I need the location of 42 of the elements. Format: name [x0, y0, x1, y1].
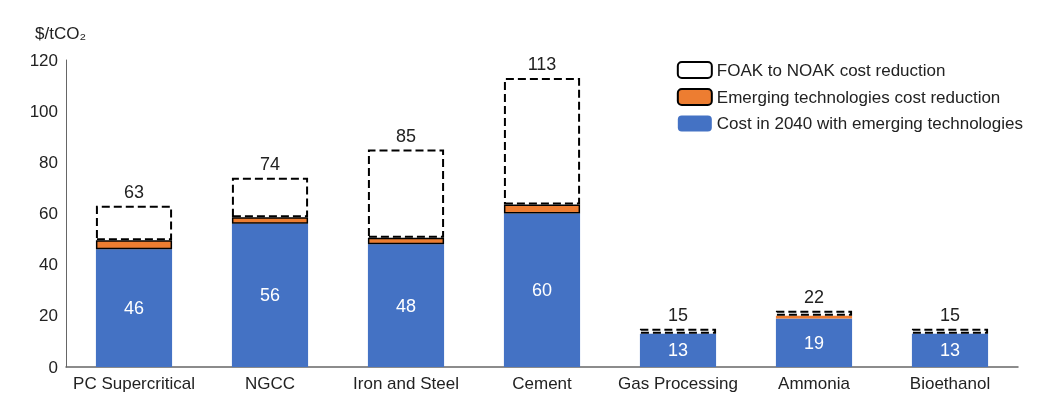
total-label: 113: [527, 53, 557, 74]
data-label: 46: [123, 298, 145, 319]
y-axis-title: $/tCO₂: [35, 24, 86, 43]
x-tick-label: Gas Processing: [618, 374, 738, 393]
y-tick-label: 20: [39, 306, 58, 326]
total-label: 85: [395, 125, 417, 146]
x-tick-label: Cement: [512, 374, 573, 393]
legend-label: FOAK to NOAK cost reduction: [716, 60, 946, 80]
bar: [775, 310, 853, 316]
total-label: 63: [123, 181, 145, 202]
data-label: 60: [531, 280, 553, 301]
y-tick-label: 40: [39, 255, 58, 275]
y-tick-label: 80: [39, 152, 58, 172]
data-label: 56: [259, 285, 281, 306]
total-label: 15: [939, 304, 961, 325]
bar: [95, 249, 173, 367]
x-tick-label: Ammonia: [778, 374, 851, 393]
y-tick-label: 0: [48, 357, 58, 377]
bar: [367, 244, 445, 367]
legend-label: Cost in 2040 with emerging technologies: [716, 114, 1023, 133]
total-label: 74: [259, 153, 281, 174]
total-label: 15: [667, 304, 689, 325]
x-tick-label: Bioethanol: [909, 374, 991, 393]
total-label: 22: [803, 286, 825, 307]
bar: [639, 333, 717, 367]
data-label: 13: [939, 340, 961, 361]
bar: [911, 333, 989, 367]
y-tick-label: 120: [29, 50, 58, 70]
bar: [911, 328, 989, 334]
x-tick-label: Iron and Steel: [353, 374, 459, 393]
y-tick-label: 100: [29, 101, 58, 121]
legend-label: Emerging technologies cost reduction: [716, 87, 1001, 107]
bar: [503, 213, 581, 367]
bar: [775, 318, 853, 367]
data-label: 13: [667, 340, 689, 361]
y-tick-label: 60: [39, 204, 58, 223]
data-label: 48: [395, 295, 417, 316]
bar: [231, 223, 309, 367]
bar: [639, 328, 717, 334]
data-label: 19: [803, 332, 825, 353]
x-tick-label: NGCC: [244, 374, 296, 393]
x-tick-label: PC Supercritical: [73, 374, 195, 393]
